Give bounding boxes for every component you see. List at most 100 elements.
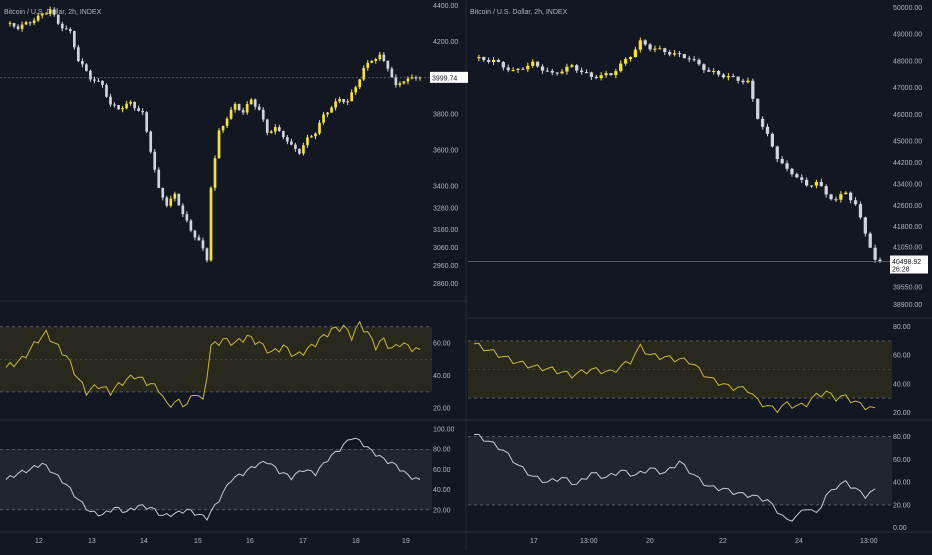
right-stoch-y-tick: 60.00 — [893, 457, 911, 464]
left-price-candle — [294, 144, 297, 149]
left-price-candle — [36, 15, 40, 21]
right-price-candle — [579, 70, 584, 73]
right-price-y-tick: 46000.00 — [893, 112, 922, 119]
left-price-candle — [153, 151, 157, 170]
left-price-candle — [64, 28, 68, 30]
right-price-candle — [707, 70, 711, 72]
left-price-candle — [173, 193, 177, 199]
left-price-candle — [197, 237, 201, 241]
left-price-candle — [48, 9, 52, 14]
left-price-candle — [253, 99, 257, 107]
left-price-candle — [161, 187, 165, 198]
right-price-countdown-label: 26:28 — [892, 267, 910, 274]
left-price-candle — [225, 118, 229, 126]
left-price-y-tick: 3280.00 — [433, 205, 458, 212]
right-rsi-y-tick: 80.00 — [893, 324, 911, 331]
left-price-candle — [201, 240, 205, 249]
right-price-candle — [780, 159, 784, 164]
left-price-candle — [189, 220, 193, 231]
right-price-candle — [844, 192, 848, 195]
left-rsi-y-tick: 40.00 — [433, 373, 451, 380]
left-price-candle — [109, 96, 112, 105]
right-price-candle — [785, 163, 789, 169]
left-price-candle — [378, 54, 382, 60]
right-price-candle — [716, 71, 721, 75]
left-price-candle — [217, 130, 221, 159]
right-rsi-y-tick: 60.00 — [893, 353, 911, 360]
left-price-candle — [390, 68, 394, 78]
right-x-tick: 20 — [646, 538, 654, 545]
left-price-candle — [125, 103, 128, 109]
right-price-candle — [482, 56, 486, 60]
left-price-candle — [310, 136, 313, 138]
left-rsi-y-tick: 20.00 — [433, 406, 451, 413]
left-price-candle — [8, 23, 12, 25]
right-price-candle — [496, 59, 501, 63]
right-price-y-tick: 48000.00 — [893, 58, 922, 65]
left-price-candle — [386, 60, 390, 69]
right-price-candle — [677, 53, 682, 55]
right-stoch-y-tick: 80.00 — [893, 434, 911, 441]
left-stoch-y-tick: 100.00 — [433, 427, 455, 434]
left-price-candle — [233, 104, 237, 110]
right-price-candle — [599, 75, 603, 79]
left-price-candle — [273, 127, 277, 132]
left-price-candle — [277, 127, 281, 131]
right-price-candle — [672, 53, 677, 55]
right-price-candle — [819, 181, 823, 187]
left-price-y-tick: 3800.00 — [433, 111, 458, 118]
right-price-candle — [521, 68, 525, 70]
right-price-candle — [540, 66, 545, 71]
left-price-candle — [358, 79, 362, 88]
right-x-tick: 22 — [719, 538, 727, 545]
left-price-candle — [145, 112, 149, 132]
left-price-candle — [40, 13, 44, 16]
left-price-candle — [16, 26, 20, 29]
left-price-candle — [72, 31, 76, 48]
left-price-candle — [402, 81, 406, 84]
left-price-candle — [12, 23, 16, 27]
right-price-candle — [570, 65, 574, 67]
right-price-candle — [800, 177, 804, 180]
right-x-tick: 13:00 — [580, 538, 598, 545]
left-price-candle — [366, 62, 370, 68]
right-price-candle — [873, 247, 877, 260]
left-price-last-price-label: 3999.74 — [432, 75, 457, 82]
left-price-candle — [193, 230, 197, 238]
left-price-candle — [326, 112, 329, 115]
left-price-candle — [229, 109, 233, 119]
right-price-candle — [878, 259, 882, 261]
left-price-candle — [68, 29, 72, 32]
right-price-y-tick: 45000.00 — [893, 139, 922, 146]
left-x-tick: 19 — [402, 538, 410, 545]
left-price-candle — [265, 119, 269, 133]
right-stoch-y-tick: 0.00 — [893, 525, 907, 532]
left-price-candle — [406, 78, 410, 82]
left-stoch-band — [0, 449, 432, 510]
right-price-candle — [809, 185, 814, 187]
right-price-candle — [594, 76, 598, 79]
right-price-y-tick: 38900.00 — [893, 302, 922, 309]
left-price-candle — [185, 214, 189, 221]
right-price-candle — [648, 44, 652, 50]
left-x-tick: 17 — [299, 538, 307, 545]
left-price-candle — [350, 92, 354, 102]
left-price-candle — [410, 77, 414, 79]
right-price-candle — [604, 73, 608, 76]
left-rsi-y-tick: 60.00 — [433, 341, 451, 348]
left-price-candle — [20, 24, 24, 29]
right-price-candle — [721, 74, 726, 78]
right-price-candle — [531, 61, 535, 66]
left-price-candle — [286, 137, 289, 142]
right-price-candle — [858, 204, 863, 218]
right-price-candle — [824, 186, 828, 195]
right-price-candle — [682, 54, 686, 59]
left-price-candle — [93, 79, 96, 81]
left-price-candle — [298, 148, 301, 154]
right-price-candle — [501, 62, 505, 68]
left-stoch-series-line — [5, 437, 421, 521]
right-price-candle — [565, 66, 569, 72]
right-price-candle — [526, 65, 530, 70]
left-price-candle — [209, 187, 213, 261]
